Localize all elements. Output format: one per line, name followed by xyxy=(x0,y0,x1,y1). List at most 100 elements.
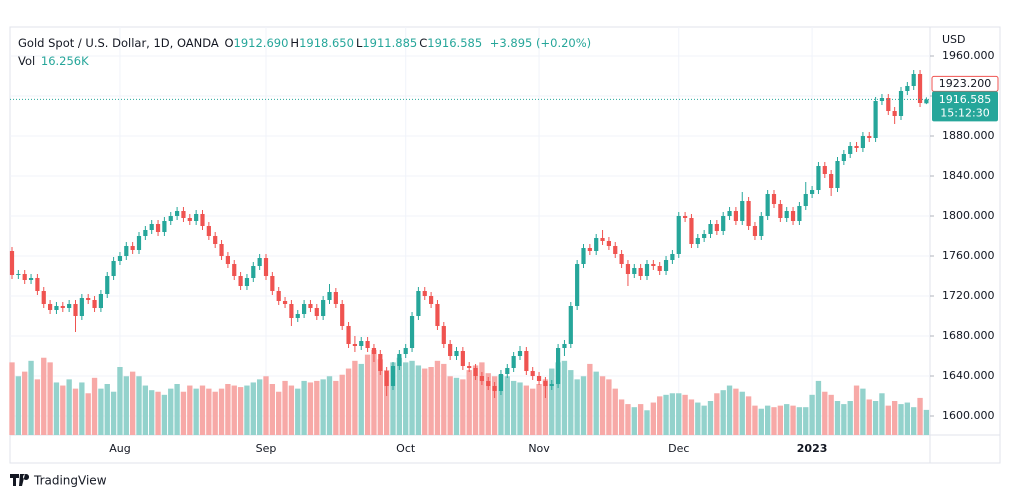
volume-bar xyxy=(149,390,155,435)
candle-body xyxy=(505,368,510,374)
volume-bar xyxy=(822,391,828,435)
volume-bar xyxy=(110,391,117,435)
volume-bar xyxy=(796,407,803,435)
volume-bar xyxy=(288,385,295,435)
last-price-label: 1916.585 xyxy=(939,93,992,106)
y-tick-label: 1760.000 xyxy=(942,249,995,262)
ohlc-value: 1911.885 xyxy=(362,36,418,50)
candle-body xyxy=(98,294,103,308)
volume-bar xyxy=(879,393,885,435)
volume-bar xyxy=(441,363,447,435)
candle-body xyxy=(448,344,453,356)
candle-body xyxy=(651,264,656,266)
candle-body xyxy=(302,304,307,314)
candle-body xyxy=(778,204,783,218)
candle-body xyxy=(530,371,535,376)
candle-body xyxy=(168,216,173,221)
volume-bar xyxy=(618,399,625,435)
candle-body xyxy=(181,211,186,218)
volume-bar xyxy=(701,405,707,435)
candle-body xyxy=(803,194,808,206)
volume-bar xyxy=(911,407,917,435)
volume-bar xyxy=(517,382,523,435)
volume-bar xyxy=(193,388,199,435)
candle-body xyxy=(841,154,846,161)
candle-body xyxy=(771,194,777,204)
candle-body xyxy=(848,146,853,154)
x-tick-label: Oct xyxy=(396,442,416,455)
candle-body xyxy=(86,298,91,300)
volume-bar xyxy=(104,384,110,435)
candle-body xyxy=(689,218,694,244)
volume-bar xyxy=(237,387,244,435)
candle-body xyxy=(892,111,897,116)
volume-bar xyxy=(599,376,606,435)
candle-body xyxy=(898,91,904,116)
candle-body xyxy=(759,216,764,236)
ohlc-value: 1916.585 xyxy=(427,36,483,50)
candle-body xyxy=(594,238,599,251)
volume-bar xyxy=(307,382,314,435)
candle-body xyxy=(473,368,478,376)
candle-body xyxy=(606,241,611,246)
candle-body xyxy=(206,226,211,236)
volume-bar xyxy=(403,362,409,435)
candle-body xyxy=(924,99,929,104)
volume-bar xyxy=(53,382,60,435)
candle-body xyxy=(873,101,878,138)
volume-bar xyxy=(650,402,657,435)
volume-bar xyxy=(161,394,168,435)
candle-body xyxy=(492,386,497,391)
candle-body xyxy=(556,348,561,384)
candle-body xyxy=(714,224,719,231)
candle-body xyxy=(422,291,427,296)
candle-body xyxy=(371,348,377,354)
volume-bar xyxy=(898,404,904,435)
candle-body xyxy=(467,366,472,368)
volume-bar xyxy=(904,402,911,435)
candle-body xyxy=(60,306,65,308)
candle-body xyxy=(797,206,802,221)
volume-bar xyxy=(663,394,669,435)
candle-body xyxy=(460,351,465,366)
candle-body xyxy=(638,268,643,276)
volume-bar xyxy=(923,409,930,435)
candle-body xyxy=(429,296,434,304)
candle-body xyxy=(822,166,827,174)
volume-bar xyxy=(301,380,307,435)
candle-body xyxy=(155,224,161,232)
volume-bar xyxy=(809,394,815,435)
candle-body xyxy=(384,371,389,386)
volume-bar xyxy=(695,402,701,435)
volume-bar xyxy=(815,380,822,435)
candle-body xyxy=(409,316,415,348)
candle-body xyxy=(829,174,834,188)
volume-bar xyxy=(244,385,250,435)
candle-body xyxy=(225,256,230,264)
candle-body xyxy=(321,300,326,316)
candle-body xyxy=(251,266,256,278)
volume-bar xyxy=(174,384,180,435)
ohlc-label: L xyxy=(355,36,363,50)
volume-bar xyxy=(612,388,618,435)
candle-body xyxy=(486,381,491,386)
legend: Gold Spot / U.S. Dollar, 1D, OANDA O1912… xyxy=(18,34,593,70)
y-tick-label: 1600.000 xyxy=(942,409,995,422)
candle-body xyxy=(136,236,142,250)
candle-body xyxy=(752,226,758,236)
candle-body xyxy=(16,274,21,275)
volume-bar xyxy=(885,405,891,435)
volume-bar xyxy=(682,394,688,435)
candle-body xyxy=(733,211,738,221)
volume-value: 16.256K xyxy=(40,54,89,68)
volume-bar xyxy=(841,404,847,435)
y-tick-label: 1960.000 xyxy=(942,49,995,62)
volume-bar xyxy=(866,399,872,435)
volume-bar xyxy=(333,380,339,435)
candle-body xyxy=(54,306,59,310)
candle-body xyxy=(213,236,218,244)
y-tick-label: 1880.000 xyxy=(942,129,995,142)
candle-body xyxy=(308,304,313,308)
x-tick-label: Nov xyxy=(528,442,550,455)
volume-bar xyxy=(771,407,777,435)
